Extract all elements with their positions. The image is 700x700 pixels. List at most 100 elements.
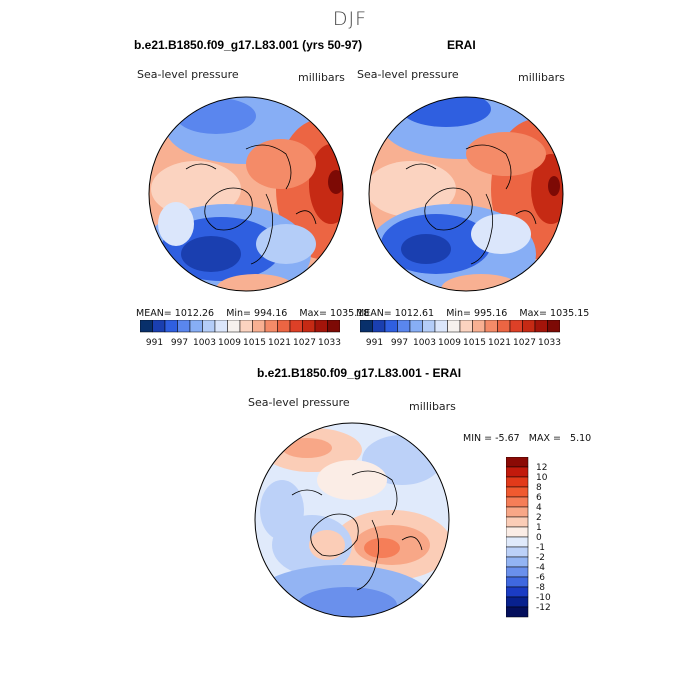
colorbar-panel-3-swatch <box>506 516 529 528</box>
panel-3-max-label: MAX = <box>528 433 561 444</box>
colorbar-panel-2 <box>360 320 560 333</box>
colorbar-panel-1-swatch <box>177 320 191 333</box>
colorbar-panel-2-tick-label: 1009 <box>438 338 461 348</box>
colorbar-panel-2-tick-label: 1033 <box>538 338 561 348</box>
colorbar-panel-3-tick-label: 8 <box>536 483 542 493</box>
colorbar-panel-2-tick-label: 991 <box>366 338 383 348</box>
colorbar-panel-1-swatch <box>277 320 291 333</box>
colorbar-panel-2-swatch <box>522 320 536 333</box>
colorbar-panel-1-tick-label: 1003 <box>193 338 216 348</box>
panel-3-max-value: 5.10 <box>570 433 592 444</box>
colorbar-panel-1-swatch <box>314 320 328 333</box>
colorbar-panel-3-swatch <box>506 556 529 568</box>
colorbar-panel-3-tick-label: -2 <box>536 553 545 563</box>
colorbar-panel-3-tick-label: -8 <box>536 583 545 593</box>
colorbar-panel-2-tick-label: 1021 <box>488 338 511 348</box>
colorbar-panel-3-swatch <box>506 536 529 548</box>
colorbar-panel-3-swatch <box>506 496 529 508</box>
panel-3-title: b.e21.B1850.f09_g17.L83.001 - ERAI <box>257 366 462 380</box>
colorbar-panel-3-swatch <box>506 566 529 578</box>
colorbar-panel-1-swatch <box>214 320 228 333</box>
map-panel-1 <box>148 96 344 292</box>
colorbar-panel-3-swatch <box>506 576 529 588</box>
colorbar-panel-2-swatch <box>360 320 373 333</box>
colorbar-panel-3-swatch <box>506 596 529 608</box>
colorbar-panel-2-swatch <box>534 320 548 333</box>
colorbar-panel-1-tick-label: 1015 <box>243 338 266 348</box>
colorbar-panel-2-swatch <box>409 320 423 333</box>
colorbar-panel-1-swatch <box>189 320 203 333</box>
colorbar-panel-2-swatch <box>384 320 398 333</box>
colorbar-panel-1-swatch <box>227 320 241 333</box>
panel-2-title: ERAI <box>447 38 476 52</box>
panel-3-min-value: -5.67 <box>495 433 520 444</box>
colorbar-panel-3-tick-label: 0 <box>536 533 542 543</box>
panel-2-max-value: 1035.15 <box>550 308 590 319</box>
colorbar-panel-1-swatch <box>264 320 278 333</box>
panel-2-mean-value: 1012.61 <box>394 308 435 319</box>
colorbar-panel-3-tick-label: -6 <box>536 573 545 583</box>
colorbar-panel-3-tick-label: -10 <box>536 593 551 603</box>
colorbar-panel-2-swatch <box>372 320 386 333</box>
colorbar-panel-1-tick-label: 1033 <box>318 338 341 348</box>
figure-title: DJF <box>332 8 368 30</box>
panel-1-min-label: Min= <box>226 308 252 319</box>
colorbar-panel-2-swatch <box>434 320 448 333</box>
map-panel-2 <box>368 96 564 292</box>
panel-2-min-value: 995.16 <box>474 308 508 319</box>
colorbar-panel-2-swatch <box>472 320 486 333</box>
colorbar-panel-2-swatch <box>547 320 560 333</box>
colorbar-panel-1-tick-label: 1009 <box>218 338 241 348</box>
colorbar-panel-3-swatch <box>506 476 529 488</box>
colorbar-panel-3-swatch <box>506 606 529 618</box>
panel-3-min-label: MIN = <box>463 433 493 444</box>
colorbar-panel-1-swatch <box>252 320 266 333</box>
colorbar-panel-2-swatch <box>447 320 461 333</box>
colorbar-panel-1-tick-label: 997 <box>171 338 188 348</box>
colorbar-panel-1-ticks: 991 997 1003 1009 1015 1021 1027 1033 <box>146 338 341 348</box>
panel-2-min-label: Min= <box>446 308 472 319</box>
panel-1-stats: MEAN= 1012.26 Min= 994.16 Max= 1035.18 <box>136 308 369 319</box>
panel-3-variable: Sea-level pressure <box>248 396 350 409</box>
colorbar-panel-3-tick-label: -1 <box>536 543 545 553</box>
colorbar-panel-2-swatch <box>509 320 523 333</box>
panel-3-stats: MIN = -5.67 MAX = 5.10 <box>463 433 591 444</box>
panel-2-max-label: Max= <box>519 308 547 319</box>
colorbar-panel-3-tick-label: 2 <box>536 513 542 523</box>
panel-1-units: millibars <box>298 71 345 84</box>
panel-2-mean-label: MEAN= <box>356 308 392 319</box>
panel-2-variable: Sea-level pressure <box>357 68 459 81</box>
colorbar-panel-3-tick-label: 4 <box>536 503 542 513</box>
colorbar-panel-2-tick-label: 1003 <box>413 338 436 348</box>
colorbar-panel-2-tick-label: 1015 <box>463 338 486 348</box>
panel-1-variable: Sea-level pressure <box>137 68 239 81</box>
colorbar-panel-1-swatch <box>239 320 253 333</box>
map-panel-3 <box>254 422 450 618</box>
colorbar-panel-3-tick-label: 12 <box>536 463 547 473</box>
colorbar-panel-3-swatch <box>506 546 529 558</box>
colorbar-panel-1 <box>140 320 340 333</box>
colorbar-panel-1-swatch <box>289 320 303 333</box>
colorbar-panel-3-swatch <box>506 586 529 598</box>
colorbar-panel-2-swatch <box>484 320 498 333</box>
panel-1-min-value: 994.16 <box>254 308 288 319</box>
colorbar-panel-2-swatch <box>397 320 411 333</box>
colorbar-panel-3-swatch <box>506 466 529 478</box>
colorbar-panel-3-swatch <box>506 526 529 538</box>
colorbar-panel-1-swatch <box>164 320 178 333</box>
colorbar-panel-3-swatch <box>506 457 529 468</box>
panel-1-max-label: Max= <box>299 308 327 319</box>
panel-1-title: b.e21.B1850.f09_g17.L83.001 (yrs 50-97) <box>134 38 363 52</box>
colorbar-panel-2-swatch <box>459 320 473 333</box>
panel-1-mean-value: 1012.26 <box>174 308 215 319</box>
colorbar-panel-1-tick-label: 1021 <box>268 338 291 348</box>
colorbar-panel-1-tick-label: 1027 <box>293 338 316 348</box>
colorbar-panel-3-swatch <box>506 506 529 518</box>
panel-3-units: millibars <box>409 400 456 413</box>
colorbar-panel-2-tick-label: 1027 <box>513 338 536 348</box>
colorbar-panel-1-swatch <box>202 320 216 333</box>
colorbar-panel-2-swatch <box>422 320 436 333</box>
panel-1-max-value: 1035.18 <box>330 308 370 319</box>
colorbar-panel-1-swatch <box>327 320 340 333</box>
